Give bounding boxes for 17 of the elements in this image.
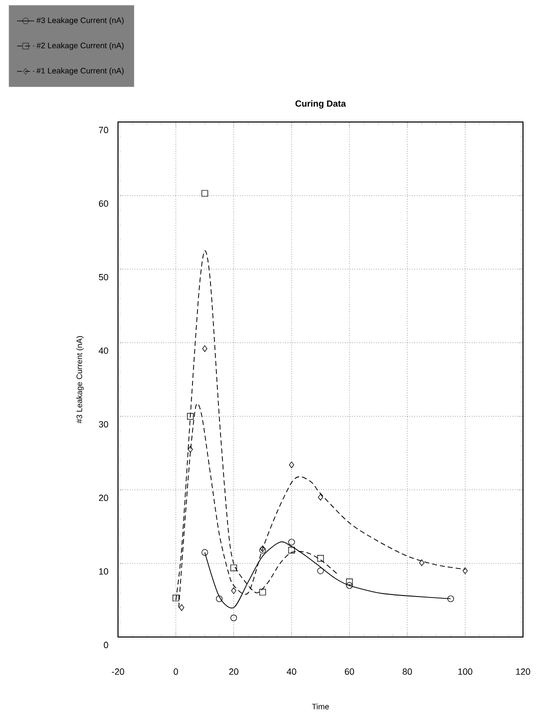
y-tick-label: 10 [99,568,108,575]
y-tick-label: 30 [98,421,108,428]
y-tick-label: 0 [104,642,108,648]
chart-title: Curing Data [295,100,346,109]
x-tick-label: 100 [458,668,472,675]
x-tick-label: 80 [402,668,412,675]
x-tick-label: 0 [174,668,178,675]
y-tick-label: 60 [98,200,108,207]
x-tick-label: -20 [112,668,124,675]
y-tick-label: 70 [98,126,108,134]
x-tick-label: 120 [516,668,530,675]
x-tick-label: 40 [286,668,296,675]
x-tick-label: 60 [344,668,354,675]
y-tick-label: 40 [98,348,108,354]
x-tick-label: 20 [229,668,238,675]
y-tick-label: 20 [98,494,108,502]
y-tick-label: 50 [98,274,108,280]
